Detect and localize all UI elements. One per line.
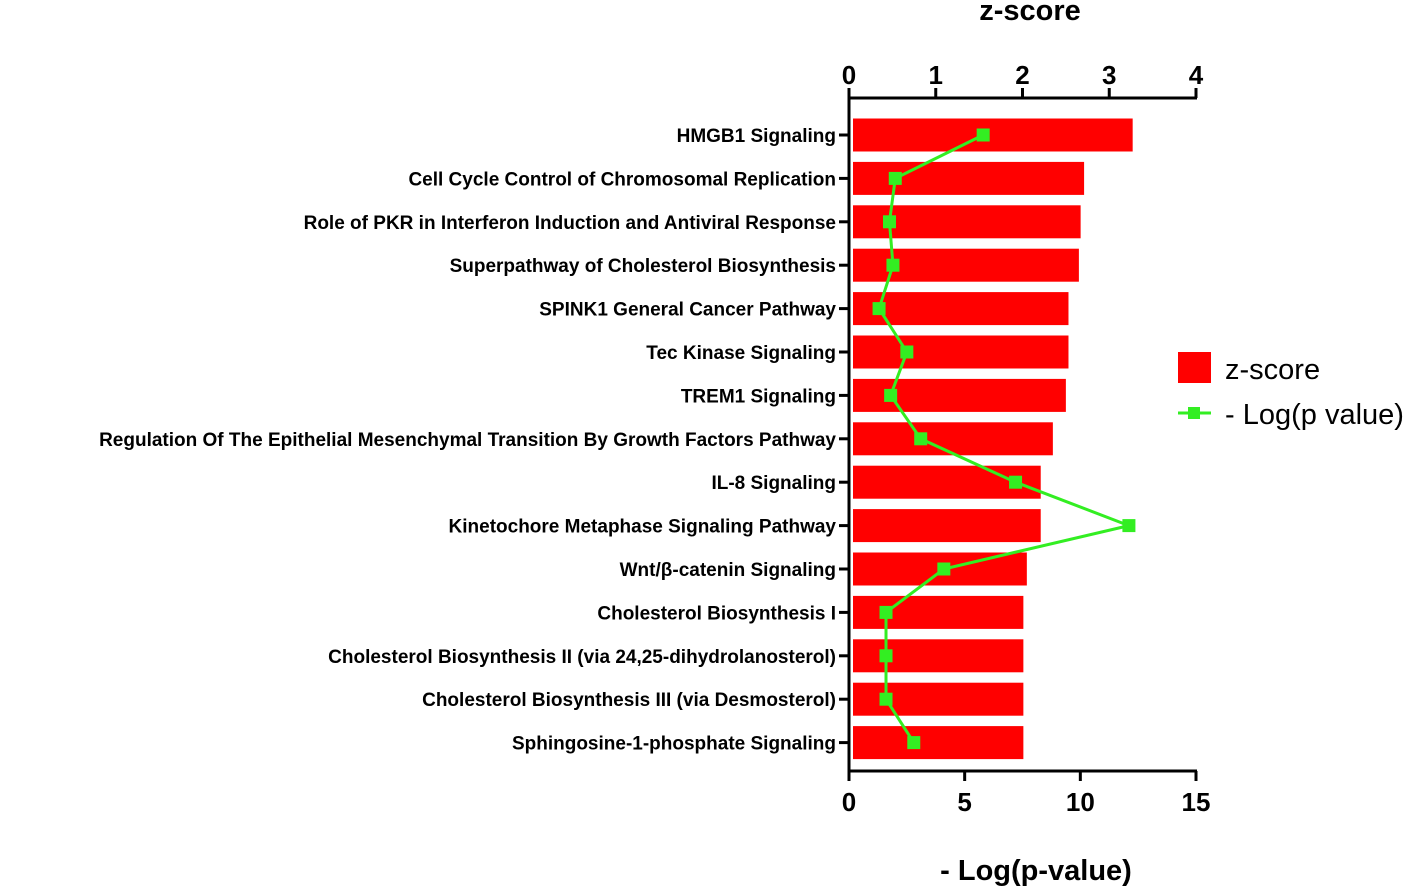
legend-label-z-score: z-score [1225, 354, 1320, 386]
category-label: Cholesterol Biosynthesis III (via Desmos… [422, 690, 836, 711]
z-score-bar [853, 509, 1041, 543]
top-axis-tick-label: 1 [929, 60, 943, 90]
category-label: Wnt/β-catenin Signaling [620, 560, 836, 581]
category-label: Cell Cycle Control of Chromosomal Replic… [408, 169, 836, 190]
category-label: Cholesterol Biosynthesis I [597, 603, 836, 624]
log-p-value-point [879, 692, 893, 706]
z-score-bar [853, 335, 1069, 369]
category-label: Sphingosine-1-phosphate Signaling [512, 734, 836, 755]
axes: 0 1 2 3 4 0 5 10 15 [839, 60, 1210, 817]
category-label: HMGB1 Signaling [677, 126, 836, 147]
legend-label-log-p: - Log(p value) [1225, 399, 1404, 431]
z-score-bars [853, 118, 1133, 760]
legend-swatch-z-score [1178, 352, 1211, 383]
z-score-bar [853, 118, 1133, 152]
bottom-axis-tick-label: 15 [1182, 787, 1211, 817]
log-p-value-point [937, 562, 951, 576]
z-score-bar [853, 422, 1053, 456]
top-axis-tick-label: 3 [1102, 60, 1116, 90]
top-axis-tick-label: 4 [1189, 60, 1204, 90]
category-label: SPINK1 General Cancer Pathway [539, 300, 836, 321]
log-p-value-point [976, 128, 990, 142]
legend: z-score - Log(p value) [1178, 352, 1404, 431]
category-label: Cholesterol Biosynthesis II (via 24,25-d… [328, 647, 836, 668]
log-p-value-point [888, 171, 902, 185]
legend-marker-log-p [1188, 407, 1200, 419]
log-p-value-point [882, 215, 896, 229]
log-p-value-point [914, 432, 928, 446]
category-label: Regulation Of The Epithelial Mesenchymal… [99, 430, 836, 451]
z-score-bar [853, 682, 1024, 716]
z-score-bar [853, 595, 1024, 629]
category-label: IL-8 Signaling [711, 473, 836, 494]
z-score-bar [853, 639, 1024, 673]
category-labels: HMGB1 Signaling Cell Cycle Control of Chr… [99, 126, 836, 755]
log-p-value-point [1009, 475, 1023, 489]
log-p-value-point [900, 345, 914, 359]
bottom-axis-tick-label: 0 [842, 787, 856, 817]
z-score-bar [853, 161, 1085, 195]
z-score-bar [853, 726, 1024, 760]
log-p-value-line [872, 128, 1136, 750]
log-p-value-point [879, 605, 893, 619]
category-label: Role of PKR in Interferon Induction and … [304, 213, 836, 234]
log-p-value-point [1122, 519, 1136, 533]
log-p-value-point [879, 649, 893, 663]
top-axis-tick-label: 2 [1015, 60, 1029, 90]
category-label: Kinetochore Metaphase Signaling Pathway [449, 517, 837, 538]
top-axis-title: z-score [979, 0, 1081, 27]
bottom-axis-tick-label: 5 [957, 787, 971, 817]
bottom-axis-tick-label: 10 [1066, 787, 1095, 817]
category-label: Tec Kinase Signaling [646, 343, 836, 364]
category-label: TREM1 Signaling [681, 386, 836, 407]
log-p-value-point [884, 388, 898, 402]
z-score-bar [853, 292, 1069, 326]
category-label: Superpathway of Cholesterol Biosynthesis [450, 256, 836, 277]
log-p-value-point [907, 736, 921, 750]
top-axis-tick-label: 0 [842, 60, 856, 90]
log-p-value-point [872, 302, 886, 316]
bottom-axis-title: - Log(p-value) [940, 855, 1132, 887]
log-p-value-point [886, 258, 900, 272]
